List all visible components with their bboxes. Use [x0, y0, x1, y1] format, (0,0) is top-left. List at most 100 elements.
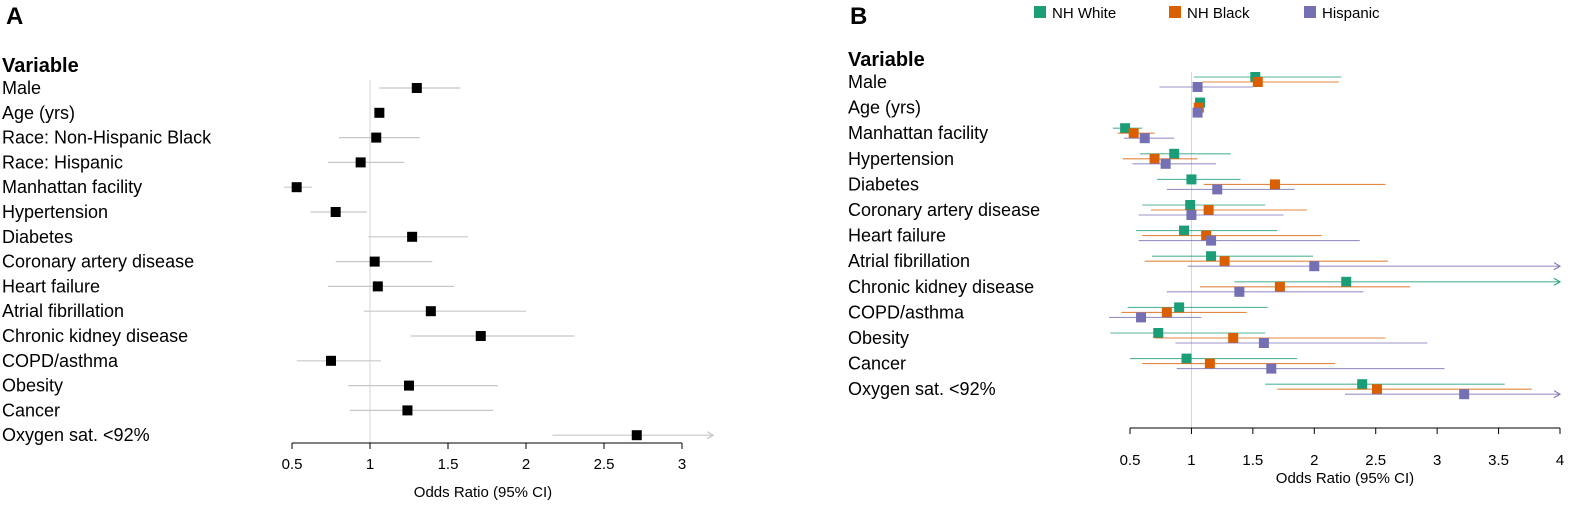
- panel-a-marker-copd-asthma: [326, 355, 336, 366]
- panel-a-marker-coronary-artery-disease: [369, 256, 380, 267]
- panel-a-x-axis: 0.5 1 1.5 2 2.5 3: [282, 442, 686, 473]
- panel-a-marker-cancer: [402, 405, 413, 416]
- panel-a-marker-diabetes: [407, 231, 418, 242]
- panel-b-tick-label-0-5: 0.5: [1120, 452, 1141, 469]
- panel-b-marker-hypertension-hispanic: [1160, 158, 1171, 169]
- panel-b-legend: NH White NH Black Hispanic: [1034, 5, 1380, 22]
- panel-a-tick-label-0-5: 0.5: [282, 456, 303, 473]
- panel-a-variable-header: Variable: [2, 55, 79, 77]
- panel-a-x-axis-title: Odds Ratio (95% CI): [414, 484, 552, 501]
- panel-a-tick-label-2-5: 2.5: [594, 456, 615, 473]
- panel-b-tick-label-2-5: 2.5: [1365, 452, 1386, 469]
- legend-label-nh-black: NH Black: [1187, 5, 1250, 22]
- panel-a-tick-label-1: 1: [366, 456, 374, 473]
- legend-label-nh-white: NH White: [1052, 5, 1116, 22]
- panel-b-marker-cancer-hispanic: [1266, 363, 1277, 374]
- panel-a-marker-obesity: [404, 380, 414, 391]
- panel-b-marker-heart-failure-hispanic: [1206, 235, 1217, 246]
- panel-a-row-label-oxygen-sat-92: Oxygen sat. <92%: [2, 425, 150, 445]
- panel-b-row-label-male: Male: [848, 72, 887, 92]
- panel-b-row-label-heart-failure: Heart failure: [848, 226, 946, 246]
- panel-b-tick-label-3: 3: [1433, 452, 1441, 469]
- panel-b-row-label-copd-asthma: COPD/asthma: [848, 302, 965, 322]
- panel-b-marker-chronic-kidney-disease-nh-white: [1341, 276, 1352, 287]
- panel-b-marker-manhattan-facility-nh-black: [1128, 128, 1139, 139]
- panel-a-row-label-chronic-kidney-disease: Chronic kidney disease: [2, 326, 188, 346]
- panel-a-row-labels: Male Age (yrs) Race: Non-Hispanic Black Rac…: [2, 78, 212, 445]
- panel-a-plot-area: [284, 80, 715, 443]
- panel-b-marker-copd-asthma-nh-black: [1161, 307, 1172, 318]
- panel-b-plot-area: [1109, 72, 1562, 428]
- legend-swatch-nh-black: [1169, 6, 1181, 18]
- panel-a-tick-label-2: 2: [522, 456, 530, 473]
- panel-b-tick-label-2: 2: [1310, 452, 1318, 469]
- legend-label-hispanic: Hispanic: [1322, 5, 1380, 22]
- panel-b-marker-heart-failure-nh-white: [1179, 225, 1190, 236]
- panel-a-row-label-coronary-artery-disease: Coronary artery disease: [2, 252, 194, 272]
- panel-a-row-label-copd-asthma: COPD/asthma: [2, 351, 119, 371]
- panel-b-marker-age-yrs-hispanic: [1192, 107, 1203, 118]
- panel-b-tick-label-4: 4: [1556, 452, 1564, 469]
- panel-a-marker-oxygen-sat-92: [631, 430, 642, 441]
- panel-b-row-label-obesity: Obesity: [848, 328, 909, 348]
- panel-a-marker-age-yrs: [374, 107, 385, 118]
- panel-a-row-label-cancer: Cancer: [2, 400, 60, 420]
- panel-b-row-label-oxygen-sat-92: Oxygen sat. <92%: [848, 379, 996, 399]
- panel-b-marker-coronary-artery-disease-nh-white: [1185, 200, 1196, 210]
- panel-b-row-label-manhattan-facility: Manhattan facility: [848, 123, 988, 143]
- panel-a-marker-chronic-kidney-disease: [475, 331, 486, 341]
- panel-b-marker-diabetes-nh-black: [1269, 179, 1280, 190]
- panel-a-tick-label-3: 3: [678, 456, 686, 473]
- panel-a-row-label-obesity: Obesity: [2, 376, 63, 396]
- panel-a-row-label-heart-failure: Heart failure: [2, 276, 100, 296]
- panel-a-row-label-race-non-hispanic-black: Race: Non-Hispanic Black: [2, 128, 212, 148]
- panel-b-row-label-diabetes: Diabetes: [848, 174, 919, 194]
- panel-b-ci-arrow-oxygen-sat-92-hispanic: [1553, 390, 1562, 399]
- panel-a-marker-race-non-hispanic-black: [371, 132, 382, 143]
- panel-b-marker-obesity-nh-black: [1228, 333, 1239, 343]
- panel-b-row-label-hypertension: Hypertension: [848, 149, 954, 169]
- panel-b-marker-hypertension-nh-white: [1169, 148, 1180, 159]
- panel-b-marker-chronic-kidney-disease-nh-black: [1274, 281, 1285, 292]
- panel-b-marker-coronary-artery-disease-nh-black: [1203, 205, 1214, 215]
- legend-swatch-hispanic: [1304, 6, 1316, 18]
- panel-b-row-labels: Male Age (yrs) Manhattan facility Hypertens…: [848, 72, 1040, 399]
- panel-b-x-axis-title: Odds Ratio (95% CI): [1276, 470, 1414, 487]
- panel-b-tick-label-1: 1: [1187, 452, 1195, 469]
- panel-a-row-label-race-hispanic: Race: Hispanic: [2, 152, 123, 172]
- panel-b-marker-copd-asthma-nh-white: [1174, 302, 1185, 313]
- panel-b-row-label-cancer: Cancer: [848, 354, 906, 374]
- panel-a-letter: A: [6, 3, 23, 30]
- panel-a-marker-manhattan-facility: [291, 182, 302, 193]
- panel-a-ci-arrow-oxygen-sat-92: [706, 431, 715, 440]
- panel-b-tick-label-3-5: 3.5: [1488, 452, 1509, 469]
- panel-b-marker-cancer-nh-white: [1181, 353, 1192, 364]
- panel-a-row-label-male: Male: [2, 78, 41, 98]
- panel-a-row-label-atrial-fibrillation: Atrial fibrillation: [2, 301, 124, 321]
- panel-b-marker-diabetes-hispanic: [1212, 184, 1223, 195]
- panel-b-ci-arrow-chronic-kidney-disease-nh-white: [1553, 277, 1562, 286]
- panel-a-marker-male: [411, 83, 422, 93]
- panel-b-marker-cancer-nh-black: [1204, 358, 1215, 369]
- panel-b-marker-atrial-fibrillation-hispanic: [1309, 261, 1320, 272]
- panel-b-marker-atrial-fibrillation-nh-white: [1206, 251, 1217, 262]
- panel-a-marker-atrial-fibrillation: [425, 306, 436, 317]
- panel-b-marker-oxygen-sat-92-nh-white: [1357, 379, 1368, 390]
- panel-a-row-label-hypertension: Hypertension: [2, 202, 108, 222]
- panel-b-letter: B: [850, 3, 867, 30]
- panel-b-variable-header: Variable: [848, 49, 925, 71]
- panel-b-marker-hypertension-nh-black: [1149, 153, 1160, 164]
- panel-a-tick-label-1-5: 1.5: [438, 456, 459, 473]
- panel-b-marker-diabetes-nh-white: [1186, 174, 1197, 185]
- panel-b-ci-arrow-atrial-fibrillation-hispanic: [1553, 262, 1562, 271]
- panel-b-tick-label-1-5: 1.5: [1242, 452, 1263, 469]
- panel-b-marker-male-nh-black: [1252, 77, 1263, 87]
- panel-b-marker-obesity-nh-white: [1153, 328, 1164, 338]
- legend-swatch-nh-white: [1034, 6, 1046, 18]
- panel-b-x-axis: 0.5 1 1.5 2 2.5 3 3.5 4: [1120, 427, 1564, 469]
- panel-a-marker-race-hispanic: [355, 157, 366, 168]
- panel-a: A Variable Male Age (yrs) Race: Non-Hispan…: [2, 3, 715, 501]
- panel-b-row-label-atrial-fibrillation: Atrial fibrillation: [848, 251, 970, 271]
- panel-b-row-label-chronic-kidney-disease: Chronic kidney disease: [848, 277, 1034, 297]
